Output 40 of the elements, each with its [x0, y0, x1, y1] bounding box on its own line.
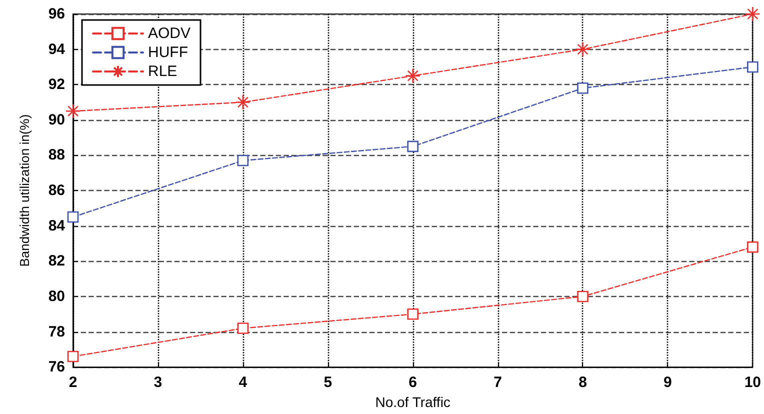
point: [747, 61, 758, 73]
y-tick-label: 80: [48, 288, 65, 305]
y-tick-label: 84: [48, 217, 66, 234]
legend-label: HUFF: [148, 44, 188, 61]
y-tick-label: 78: [48, 323, 65, 340]
x-tick-label: 7: [494, 374, 502, 392]
point: [407, 140, 418, 152]
y-tick-label: 92: [48, 76, 65, 94]
point: [407, 308, 418, 320]
y-tick-label: 94: [48, 40, 66, 58]
x-axis-title: No.of Traffic: [375, 394, 450, 410]
legend-label: AODV: [148, 25, 191, 42]
x-tick-label: 2: [68, 374, 78, 392]
y-tick-label: 96: [48, 6, 65, 22]
point: [577, 290, 588, 302]
x-tick-label: 4: [238, 374, 248, 392]
x-tick-label: 10: [744, 374, 761, 392]
point: [575, 42, 590, 57]
legend-label: RLE: [148, 63, 178, 80]
point: [577, 82, 588, 94]
point: [67, 350, 79, 362]
x-tick-label: 8: [578, 374, 587, 392]
x-tick-label: 5: [324, 374, 332, 392]
point: [67, 211, 79, 223]
point: [235, 94, 251, 110]
point: [65, 103, 81, 119]
point: [405, 68, 420, 84]
y-tick-label: 90: [48, 111, 65, 128]
point: [237, 322, 249, 334]
point: [747, 241, 758, 253]
y-tick-label: 82: [48, 252, 65, 270]
y-tick-label: 76: [48, 358, 65, 376]
x-tick-label: 6: [408, 374, 417, 392]
x-tick-label: 3: [154, 374, 162, 392]
point: [237, 154, 249, 166]
y-tick-label: 88: [48, 146, 65, 164]
y-axis-title: Bandwidth utilization in(%): [17, 114, 32, 267]
x-tick-label: 9: [664, 374, 672, 392]
point: [745, 6, 760, 22]
y-tick-label: 86: [48, 182, 65, 200]
